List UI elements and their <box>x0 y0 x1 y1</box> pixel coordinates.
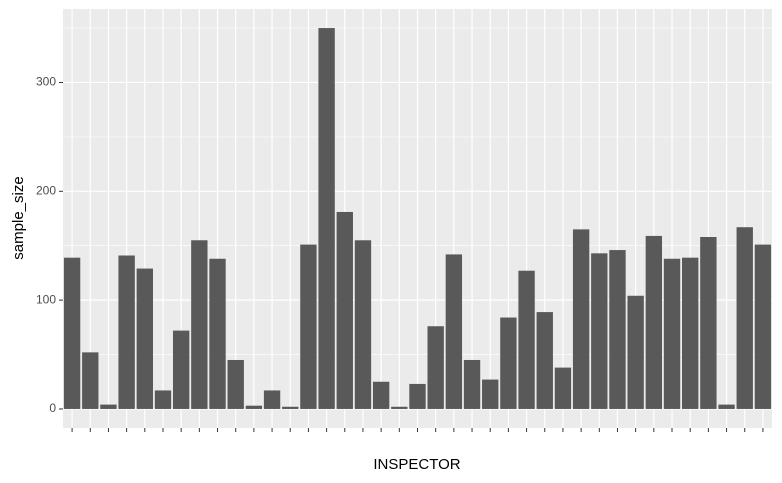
bar <box>82 352 99 409</box>
bar <box>227 359 244 409</box>
bar <box>282 406 299 409</box>
bar <box>627 295 644 409</box>
bar <box>336 211 353 409</box>
y-tick-label: 100 <box>36 292 56 306</box>
y-tick-label: 300 <box>36 75 56 89</box>
y-tick-label: 200 <box>36 183 56 197</box>
bar <box>482 379 499 409</box>
bar <box>63 257 81 409</box>
bar <box>427 326 444 409</box>
bar <box>500 317 517 409</box>
x-axis-title: INSPECTOR <box>373 456 460 473</box>
bar <box>100 404 117 409</box>
bar <box>409 383 426 409</box>
bar <box>463 359 481 409</box>
y-axis-title: sample_size <box>10 176 27 259</box>
bar <box>682 257 699 409</box>
bar <box>554 367 572 409</box>
bar <box>572 229 590 409</box>
bar <box>354 240 372 409</box>
bar <box>718 404 735 409</box>
bar <box>536 312 553 409</box>
bar <box>663 258 681 409</box>
bar <box>645 235 663 409</box>
bar <box>136 268 153 409</box>
bar <box>609 250 626 409</box>
bar <box>372 381 390 409</box>
bar <box>191 240 208 409</box>
bar <box>445 254 463 409</box>
bar <box>518 270 535 409</box>
y-tick-label: 0 <box>49 401 56 415</box>
bar <box>754 244 772 409</box>
bar <box>736 227 753 409</box>
bar <box>300 244 317 409</box>
bar <box>118 255 135 409</box>
bar <box>391 406 408 409</box>
bar <box>209 258 226 409</box>
bar <box>172 330 190 409</box>
bar <box>245 405 263 409</box>
bar <box>263 390 281 409</box>
bar <box>700 237 717 409</box>
bar <box>318 28 335 409</box>
bar <box>591 253 608 409</box>
bar <box>154 390 172 409</box>
